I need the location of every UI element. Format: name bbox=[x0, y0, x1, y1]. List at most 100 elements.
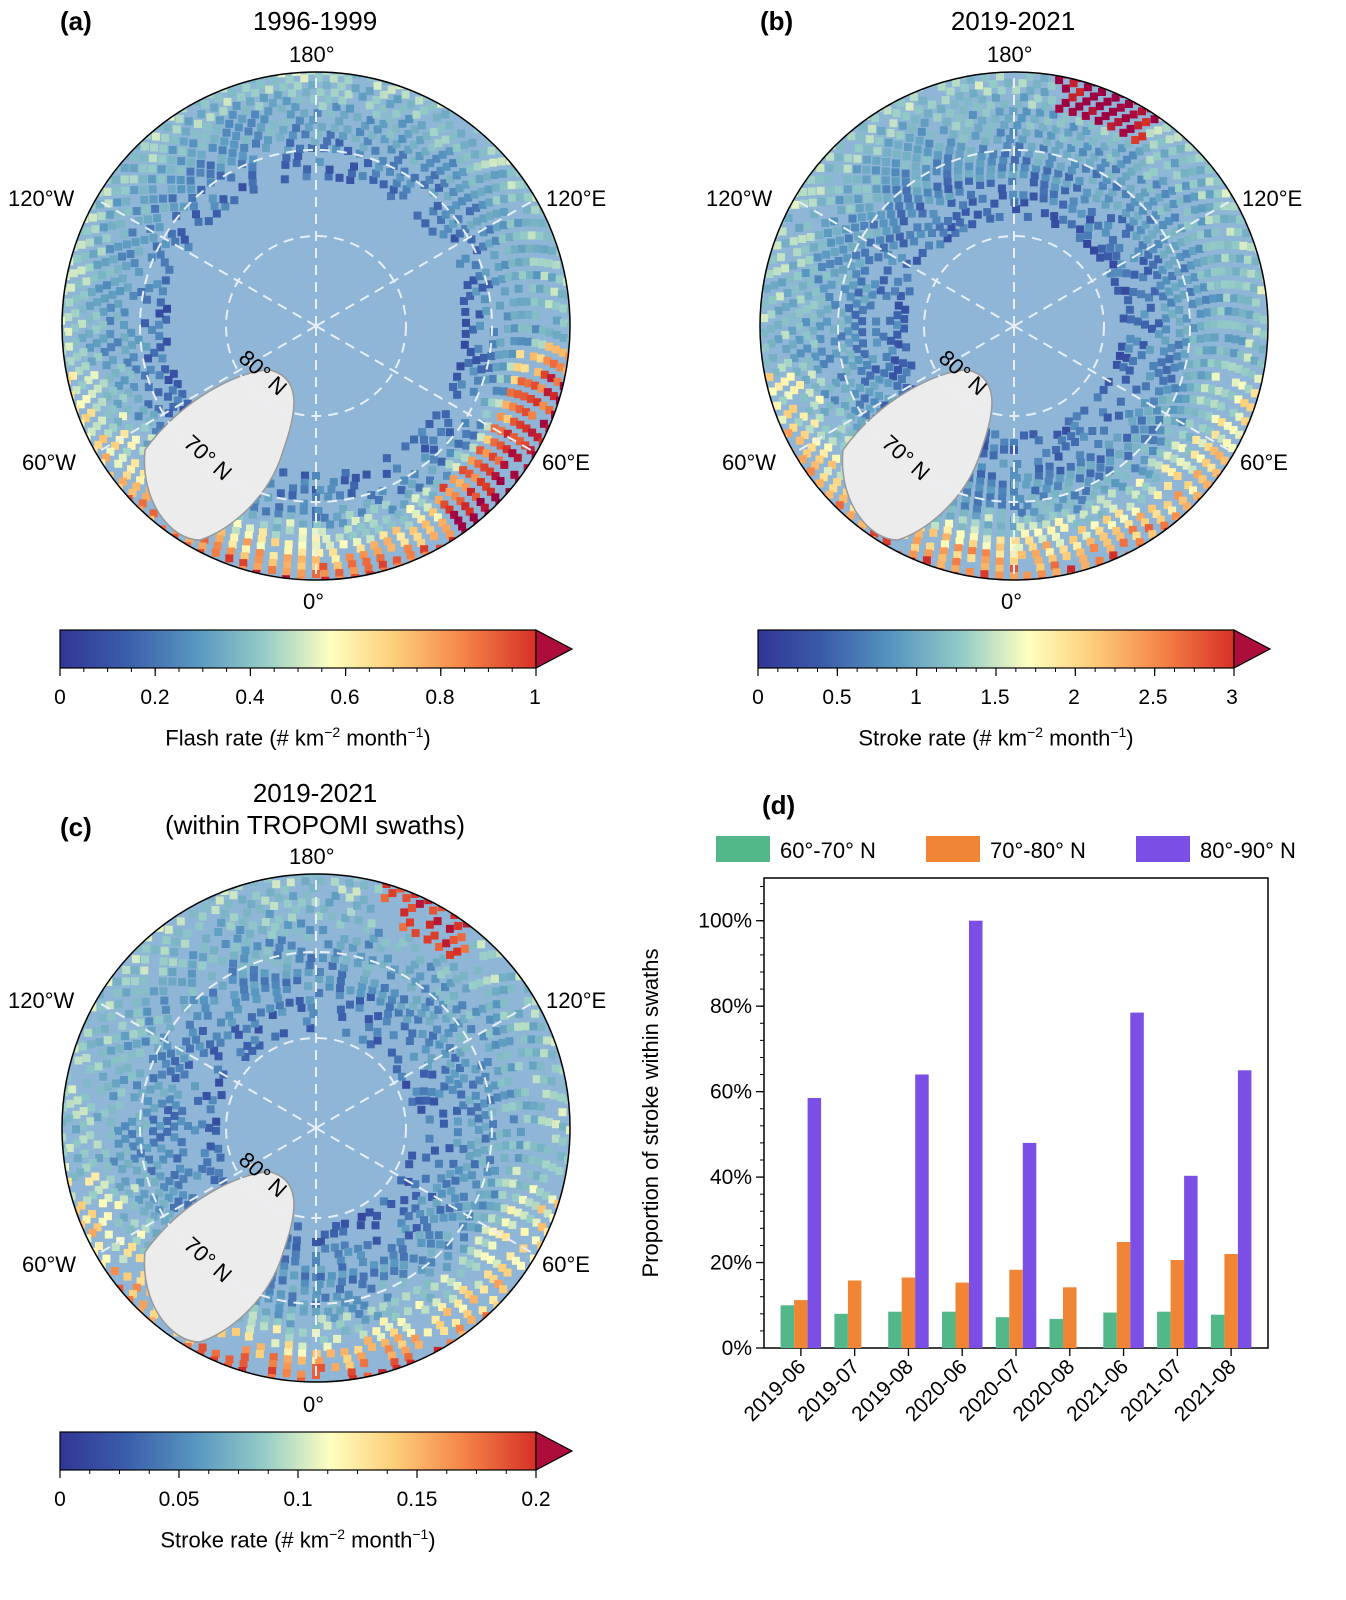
legend-swatch bbox=[1136, 836, 1190, 862]
rate-cell bbox=[301, 130, 310, 139]
rate-cell bbox=[95, 1242, 103, 1250]
rate-cell bbox=[1130, 254, 1139, 263]
rate-cell bbox=[952, 122, 961, 131]
meridian-line bbox=[95, 325, 317, 454]
rate-cell bbox=[996, 72, 1004, 81]
rate-cell bbox=[299, 506, 308, 515]
rate-cell bbox=[500, 460, 509, 469]
rate-cell bbox=[762, 284, 771, 293]
rate-cell bbox=[382, 469, 391, 478]
rate-cell bbox=[360, 975, 368, 984]
rate-cell bbox=[554, 221, 563, 230]
rate-cell bbox=[445, 121, 454, 130]
rate-cell bbox=[485, 198, 494, 207]
rate-cell bbox=[233, 934, 242, 943]
rate-cell bbox=[1109, 551, 1118, 560]
rate-cell bbox=[494, 456, 503, 465]
rate-cell bbox=[303, 165, 312, 174]
rate-cell bbox=[376, 874, 385, 879]
rate-cell bbox=[111, 175, 120, 184]
rate-cell bbox=[512, 1166, 521, 1175]
rate-cell bbox=[337, 82, 346, 91]
rate-cell bbox=[161, 134, 170, 143]
rate-cell bbox=[268, 1367, 277, 1376]
rate-cell bbox=[71, 424, 79, 433]
rate-cell bbox=[287, 1306, 296, 1315]
rate-cell bbox=[483, 435, 492, 444]
rate-cell bbox=[425, 1038, 434, 1047]
rate-cell bbox=[1137, 416, 1146, 425]
rate-cell bbox=[535, 1035, 544, 1044]
rate-cell bbox=[872, 228, 881, 237]
rate-cell bbox=[844, 234, 853, 243]
panel-b-cbar-tick: 3 bbox=[1226, 686, 1238, 709]
rate-cell bbox=[298, 1328, 307, 1337]
rate-cell bbox=[531, 1009, 539, 1018]
rate-cell bbox=[419, 886, 428, 895]
rate-cell bbox=[354, 916, 363, 925]
rate-cell bbox=[928, 229, 936, 237]
rate-cell bbox=[1023, 473, 1032, 482]
rate-cell bbox=[427, 1088, 436, 1096]
rate-cell bbox=[891, 177, 900, 186]
rate-cell bbox=[889, 218, 898, 227]
rate-cell bbox=[164, 409, 173, 418]
rate-cell bbox=[468, 1171, 476, 1180]
rate-cell bbox=[420, 1289, 428, 1298]
rate-cell bbox=[104, 199, 113, 208]
rate-cell bbox=[935, 143, 944, 151]
rate-cell bbox=[449, 219, 458, 228]
rate-cell bbox=[419, 1087, 428, 1096]
rate-cell bbox=[1149, 245, 1158, 254]
rate-cell bbox=[254, 1025, 263, 1034]
rate-cell bbox=[1082, 127, 1091, 135]
rate-cell bbox=[1097, 510, 1106, 519]
rate-cell bbox=[418, 428, 427, 437]
rate-cell bbox=[364, 564, 373, 573]
rate-cell bbox=[251, 1377, 260, 1382]
rate-cell bbox=[883, 194, 892, 202]
rate-cell bbox=[1124, 344, 1133, 353]
rate-cell bbox=[802, 305, 811, 313]
rate-cell bbox=[415, 483, 424, 492]
rate-cell bbox=[220, 909, 229, 918]
rate-cell bbox=[487, 352, 496, 361]
rate-cell bbox=[1204, 229, 1212, 238]
rate-cell bbox=[547, 1077, 556, 1086]
rate-cell bbox=[1141, 382, 1150, 391]
rate-cell bbox=[62, 1148, 68, 1157]
rate-cell bbox=[178, 978, 187, 987]
rate-cell bbox=[531, 338, 540, 347]
rate-cell bbox=[90, 274, 99, 283]
rate-cell bbox=[333, 1292, 342, 1301]
rate-cell bbox=[922, 172, 931, 181]
rate-cell bbox=[179, 202, 188, 211]
rate-cell bbox=[110, 1056, 119, 1065]
rate-cell bbox=[1184, 276, 1192, 284]
rate-cell bbox=[1217, 434, 1226, 443]
rate-cell bbox=[465, 507, 474, 516]
rate-cell bbox=[918, 249, 927, 257]
rate-cell bbox=[987, 157, 996, 166]
rate-cell bbox=[894, 365, 902, 374]
rate-cell bbox=[503, 415, 512, 423]
rate-cell bbox=[418, 1256, 427, 1265]
rate-cell bbox=[357, 952, 366, 961]
rate-cell bbox=[972, 512, 981, 521]
rate-cell bbox=[160, 204, 169, 212]
rate-cell bbox=[483, 1190, 492, 1199]
rate-cell bbox=[1099, 532, 1108, 541]
rate-cell bbox=[492, 1259, 501, 1268]
rate-cell bbox=[119, 1054, 128, 1063]
rate-cell bbox=[1123, 461, 1132, 470]
rate-cell bbox=[1049, 189, 1058, 198]
rate-cell bbox=[1220, 214, 1229, 223]
rate-cell bbox=[1159, 292, 1168, 301]
rate-cell bbox=[881, 167, 890, 176]
rate-cell bbox=[180, 1070, 189, 1079]
rate-cell bbox=[356, 989, 365, 998]
rate-cell bbox=[284, 146, 292, 155]
rate-cell bbox=[1122, 353, 1131, 362]
rate-cell bbox=[1050, 212, 1059, 221]
rate-cell bbox=[344, 76, 353, 85]
